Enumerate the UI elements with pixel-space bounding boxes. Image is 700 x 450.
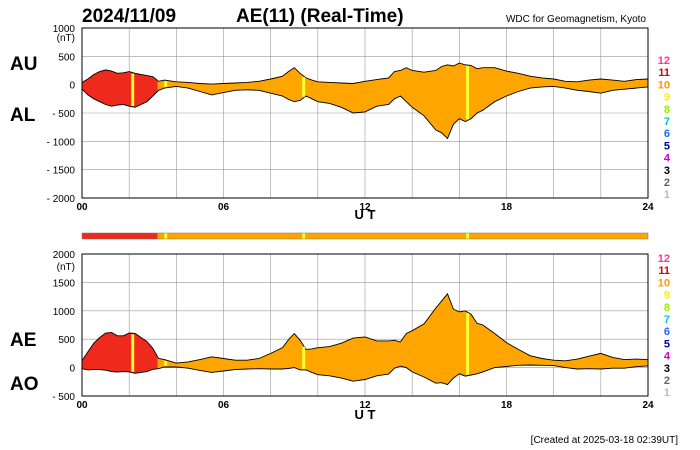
x-tick-label: 00	[76, 400, 88, 411]
ae-series-label: AE	[10, 330, 36, 351]
level-legend-entry: 2	[664, 177, 670, 189]
x-tick-label: 18	[501, 400, 513, 411]
created-timestamp: [Created at 2025-03-18 02:39UT]	[531, 435, 679, 446]
level-highlight	[302, 233, 306, 239]
chart-title: AE(11) (Real-Time)	[236, 6, 404, 27]
plot-frame	[81, 253, 649, 397]
ao-line	[81, 364, 649, 386]
level-legend-entry: 1	[664, 387, 670, 399]
level-legend-entry: 11	[658, 67, 670, 79]
y-tick-label: - 2000	[47, 194, 76, 205]
y-tick-label: 0	[69, 364, 75, 375]
ae-ao-highlights	[131, 313, 470, 375]
x-tick-label: 06	[218, 400, 230, 411]
level-legend-entry: 2	[664, 375, 670, 387]
envelope-fill	[82, 63, 648, 139]
level-legend-entry: 4	[664, 351, 671, 363]
unit-label: (nT)	[57, 33, 75, 44]
y-tick-label: - 1500	[47, 166, 76, 177]
y-tick-label: 2000	[53, 250, 76, 261]
x-tick-label: 24	[642, 400, 654, 411]
level-segment	[82, 233, 158, 239]
level-legend-entry: 1	[664, 189, 670, 201]
y-tick-label: - 500	[52, 392, 75, 403]
y-tick-label: 1500	[53, 278, 76, 289]
au-al-area	[81, 62, 649, 140]
level-legend-entry: 4	[664, 153, 671, 165]
highlight-stripe	[164, 81, 168, 87]
level-segment	[157, 233, 648, 239]
level-legend-entry: 6	[664, 128, 670, 140]
level-legend-entry: 3	[664, 165, 670, 177]
level-legend-entry: 12	[658, 55, 670, 67]
highlight-stripe	[302, 77, 306, 97]
level-legend-entry: 9	[664, 290, 670, 302]
level-legend-entry: 12	[658, 253, 670, 265]
ae-line	[81, 292, 649, 364]
level-bar-frame	[81, 232, 649, 240]
level-legend-entry: 7	[664, 116, 670, 128]
au-al-highlights	[131, 66, 470, 120]
al-series-label: AL	[10, 105, 36, 126]
y-tick-label: 0	[69, 81, 75, 92]
au-line	[81, 62, 649, 85]
ae-ao-area	[81, 292, 649, 386]
level-legend-entry: 5	[664, 338, 670, 350]
x-axis-label: U T	[355, 407, 376, 422]
level-legend-entry: 10	[658, 79, 670, 91]
y-tick-label: - 1000	[47, 137, 76, 148]
source-label: WDC for Geomagnetism, Kyoto	[506, 14, 646, 25]
level-legend-entry: 8	[664, 302, 670, 314]
envelope-fill-high-activity	[82, 69, 158, 108]
level-legend-entry: 10	[658, 277, 670, 289]
au-al-panel: AU AL (nT) 1000 500 0 - 500 - 1000 - 1500 - 20…	[10, 24, 654, 222]
x-tick-label: 06	[218, 202, 230, 213]
highlight-stripe	[302, 346, 306, 369]
level-legend-entry: 3	[664, 363, 670, 375]
highlight-stripe	[131, 334, 135, 372]
ao-series-label: AO	[10, 374, 39, 395]
level-highlight	[466, 233, 470, 239]
x-axis-label: U T	[355, 207, 376, 222]
y-tick-label: 500	[58, 335, 75, 346]
level-legend-entry: 5	[664, 140, 670, 152]
level-legend-entry: 8	[664, 104, 670, 116]
al-line	[81, 85, 649, 140]
y-tick-label: 500	[58, 52, 75, 63]
envelope-fill-high-activity	[82, 332, 158, 374]
highlight-stripe	[131, 73, 135, 106]
activity-level-bar	[81, 232, 649, 240]
x-tick-label: 18	[501, 202, 513, 213]
y-tick-label: - 500	[52, 109, 75, 120]
au-al-grid	[81, 27, 649, 199]
y-tick-label: 1000	[53, 307, 76, 318]
plot-frame	[81, 27, 649, 199]
envelope-fill	[82, 293, 648, 385]
highlight-stripe	[164, 360, 168, 367]
highlight-stripe	[466, 66, 470, 120]
date-label: 2024/11/09	[82, 6, 176, 27]
au-series-label: AU	[10, 54, 37, 75]
x-tick-label: 00	[76, 202, 88, 213]
highlight-stripe	[466, 313, 470, 375]
unit-label: (nT)	[57, 262, 75, 273]
y-tick-label: 1000	[53, 24, 76, 35]
level-highlight	[164, 233, 168, 239]
x-tick-label: 24	[642, 202, 654, 213]
level-legend-entry: 7	[664, 314, 670, 326]
level-legend-entry: 11	[658, 265, 670, 277]
level-legend-entry: 9	[664, 92, 670, 104]
x-tick-label: 12	[359, 400, 371, 411]
x-tick-label: 12	[359, 202, 371, 213]
level-legend-entry: 6	[664, 326, 670, 338]
